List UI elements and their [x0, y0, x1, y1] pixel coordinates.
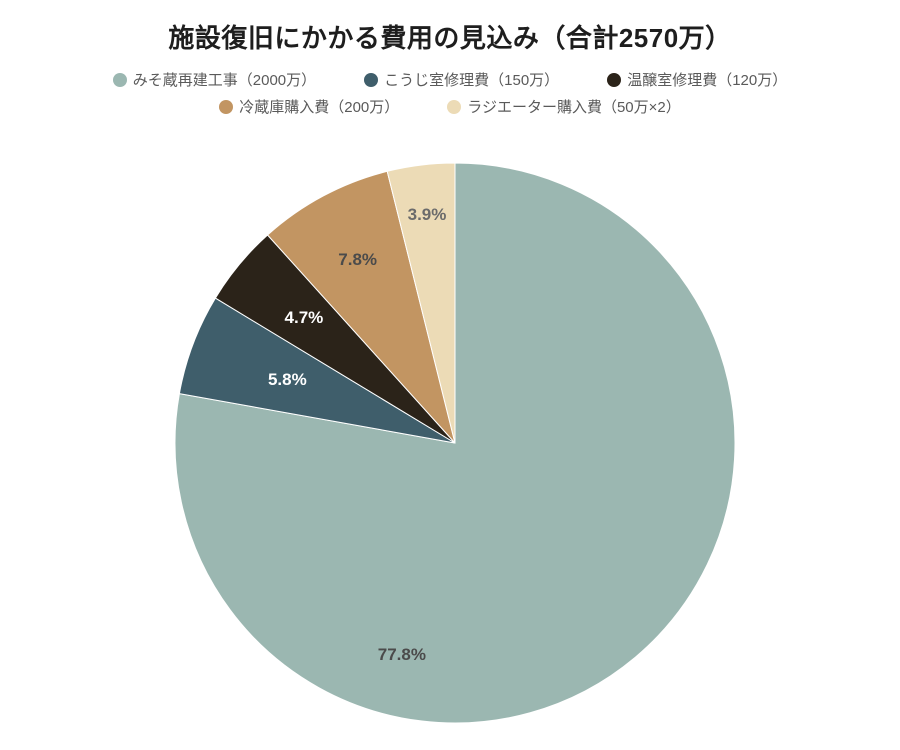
pie-chart-area: 77.8% 5.8% 4.7% 7.8% 3.9%	[0, 123, 900, 743]
legend-label: こうじ室修理費（150万）	[384, 69, 559, 90]
legend-row: みそ蔵再建工事（2000万） こうじ室修理費（150万） 温醸室修理費（120万）	[40, 69, 860, 90]
legend-label: 温醸室修理費（120万）	[627, 69, 787, 90]
slice-percent-label: 77.8%	[378, 645, 426, 665]
legend-item: 温醸室修理費（120万）	[607, 69, 787, 90]
pie-chart-svg	[0, 123, 900, 743]
chart-title: 施設復旧にかかる費用の見込み（合計2570万）	[0, 18, 900, 55]
slice-percent-label: 5.8%	[268, 370, 307, 390]
legend-item: 冷蔵庫購入費（200万）	[219, 96, 399, 117]
legend-row: 冷蔵庫購入費（200万） ラジエーター購入費（50万×2）	[40, 96, 860, 117]
legend-label: みそ蔵再建工事（2000万）	[133, 69, 316, 90]
legend-label: 冷蔵庫購入費（200万）	[239, 96, 399, 117]
legend-swatch	[364, 73, 378, 87]
slice-percent-label: 4.7%	[285, 308, 324, 328]
legend-swatch	[219, 100, 233, 114]
legend-swatch	[447, 100, 461, 114]
slice-percent-label: 3.9%	[408, 205, 447, 225]
slice-percent-label: 7.8%	[338, 250, 377, 270]
legend-item: ラジエーター購入費（50万×2）	[447, 96, 681, 117]
chart-container: 施設復旧にかかる費用の見込み（合計2570万） みそ蔵再建工事（2000万） こう…	[0, 0, 900, 750]
legend-label: ラジエーター購入費（50万×2）	[467, 96, 681, 117]
legend: みそ蔵再建工事（2000万） こうじ室修理費（150万） 温醸室修理費（120万） 冷…	[40, 69, 860, 123]
legend-swatch	[113, 73, 127, 87]
legend-swatch	[607, 73, 621, 87]
legend-item: みそ蔵再建工事（2000万）	[113, 69, 316, 90]
legend-item: こうじ室修理費（150万）	[364, 69, 559, 90]
